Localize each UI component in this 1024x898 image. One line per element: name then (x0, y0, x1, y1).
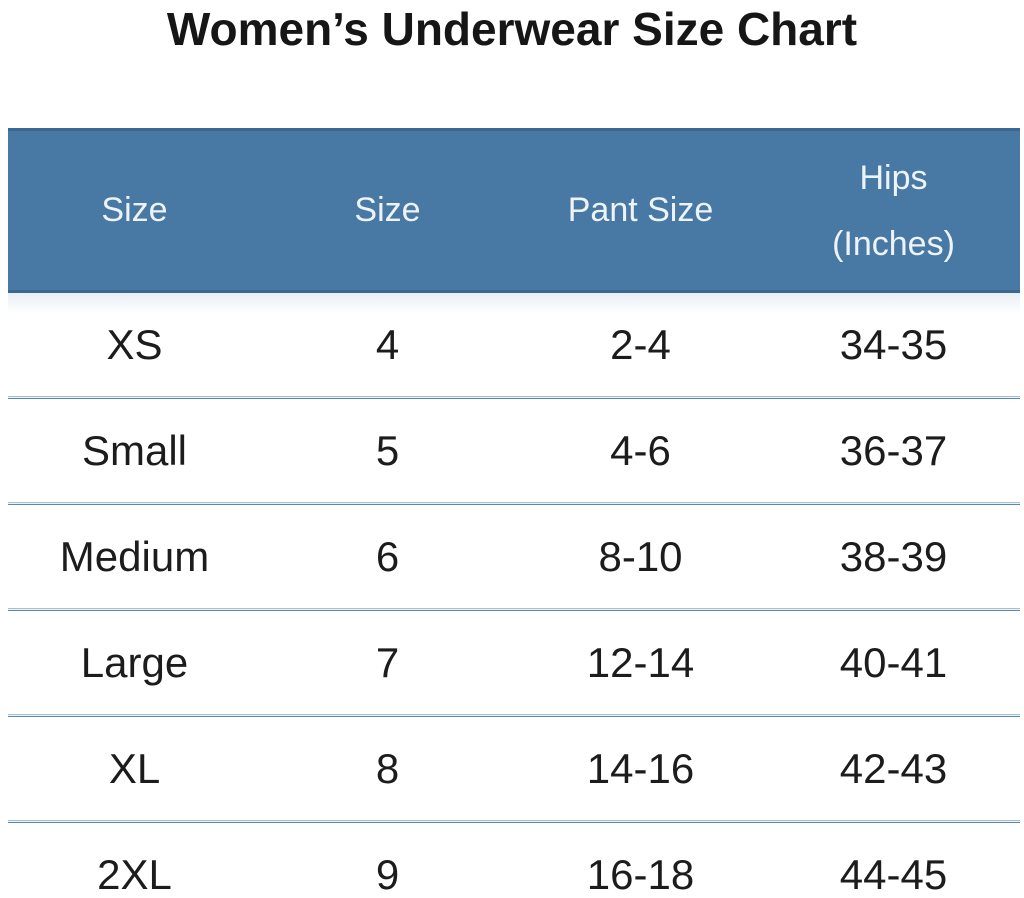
cell-pant-size: 4-6 (610, 426, 671, 474)
cell-pant-size: 16-18 (586, 850, 695, 898)
hips-label-line2: (Inches) (832, 224, 955, 263)
table-row-xl: XL 8 14-16 42-43 (8, 717, 1020, 820)
table-row-2xl: 2XL 9 16-18 44-45 (8, 823, 1020, 898)
cell-size-number: 6 (375, 532, 400, 580)
cell-hips: 34-35 (839, 320, 948, 368)
cell-size-label: XL (108, 744, 161, 792)
row-divider (8, 502, 1020, 505)
column-header-hips-inches: Hips (Inches) (767, 145, 1020, 277)
cell-hips: 36-37 (839, 426, 948, 474)
cell-size-number: 7 (375, 638, 400, 686)
cell-pant-size: 8-10 (598, 532, 683, 580)
table-row-medium: Medium 6 8-10 38-39 (8, 505, 1020, 608)
size-chart-table: Size Size Pant Size Hips (Inches) XS 4 2… (8, 128, 1020, 898)
cell-size-number: 4 (375, 320, 400, 368)
column-header-size-number: Size (354, 191, 421, 229)
cell-hips: 42-43 (839, 744, 948, 792)
table-row-xs: XS 4 2-4 34-35 (8, 293, 1020, 396)
page-title: Women’s Underwear Size Chart (166, 3, 858, 55)
column-header-size: Size (101, 191, 168, 229)
row-divider (8, 608, 1020, 611)
cell-pant-size: 2-4 (610, 320, 671, 368)
cell-size-number: 9 (375, 850, 400, 898)
cell-hips: 38-39 (839, 532, 948, 580)
row-divider (8, 714, 1020, 717)
cell-size-number: 5 (375, 426, 400, 474)
cell-hips: 40-41 (839, 638, 948, 686)
row-divider (8, 820, 1020, 823)
cell-size-label: 2XL (97, 850, 172, 898)
cell-size-label: Small (81, 426, 188, 474)
cell-size-label: Large (80, 638, 189, 686)
cell-size-number: 8 (375, 744, 400, 792)
table-row-large: Large 7 12-14 40-41 (8, 611, 1020, 714)
cell-size-label: XS (106, 320, 163, 368)
column-header-pant-size: Pant Size (567, 191, 714, 229)
cell-pant-size: 12-14 (586, 638, 695, 686)
table-row-small: Small 5 4-6 36-37 (8, 399, 1020, 502)
cell-pant-size: 14-16 (586, 744, 695, 792)
table-header-row: Size Size Pant Size Hips (Inches) (8, 128, 1020, 293)
row-divider (8, 396, 1020, 399)
hips-label-line1: Hips (859, 158, 928, 197)
cell-size-label: Medium (59, 532, 210, 580)
cell-hips: 44-45 (839, 850, 948, 898)
